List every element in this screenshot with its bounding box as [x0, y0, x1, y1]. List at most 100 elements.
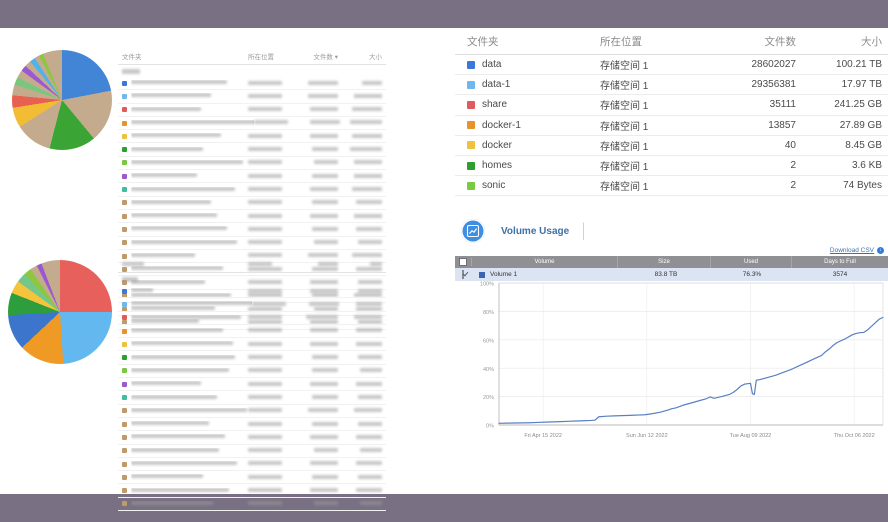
- cell-location: [248, 381, 294, 387]
- table-row[interactable]: [118, 431, 386, 445]
- cell-folder-name: [131, 447, 248, 454]
- column-header-file-count[interactable]: 文件数: [764, 35, 797, 48]
- column-header-location[interactable]: [248, 261, 294, 268]
- left-folder-table-bottom: [118, 256, 386, 512]
- table-row[interactable]: [118, 458, 386, 472]
- cell-size: [338, 288, 386, 294]
- cell-size: [338, 266, 386, 272]
- column-header-size[interactable]: 大小: [861, 35, 882, 48]
- select-all-checkbox[interactable]: [455, 258, 472, 266]
- cell-folder-name: [131, 461, 248, 467]
- volume-table-row[interactable]: Volume 1 83.8 TB 76.3% 3574: [455, 268, 888, 281]
- table-row[interactable]: [118, 298, 386, 312]
- download-icon[interactable]: ↓: [877, 246, 884, 254]
- table-row[interactable]: [118, 157, 386, 171]
- table-group-row: [118, 65, 386, 77]
- folder-color-swatch: [122, 355, 127, 361]
- svg-text:100%: 100%: [480, 282, 494, 288]
- table-row[interactable]: [118, 405, 386, 418]
- cell-file-count: [294, 488, 338, 494]
- cell-folder-name: [131, 328, 248, 334]
- table-row[interactable]: [118, 471, 386, 485]
- volume-color-swatch: [479, 271, 485, 278]
- column-header-name[interactable]: 文件夹: [122, 54, 142, 61]
- column-header-days-to-full[interactable]: Days to Full: [824, 259, 856, 265]
- column-header-file-count[interactable]: 文件数 ▾: [313, 54, 338, 61]
- table-row[interactable]: [118, 90, 386, 104]
- table-row[interactable]: [118, 183, 386, 197]
- volume-usage-chart-icon: [461, 219, 485, 243]
- table-row[interactable]: [118, 170, 386, 184]
- cell-size: [338, 107, 386, 113]
- table-row[interactable]: [118, 391, 386, 405]
- cell-file-count: 13857: [768, 119, 796, 131]
- table-row[interactable]: docker 存储空间 1 40 8.45 GB: [455, 136, 888, 156]
- table-row[interactable]: share 存储空间 1 35111 241.25 GB: [455, 95, 888, 116]
- cell-folder-name: [131, 120, 254, 126]
- folder-color-swatch: [122, 160, 127, 166]
- table-row[interactable]: homes 存储空间 1 2 3.6 KB: [455, 156, 888, 177]
- table-row[interactable]: data 存储空间 1 28602027 100.21 TB: [455, 55, 888, 76]
- column-header-size[interactable]: 大小: [369, 54, 382, 61]
- cell-file-count: 29356381: [751, 79, 797, 91]
- column-header-name[interactable]: [118, 261, 248, 268]
- table-row[interactable]: [118, 197, 386, 210]
- column-header-location[interactable]: 所在位置: [600, 35, 642, 48]
- column-header-file-count[interactable]: [294, 261, 338, 268]
- volume-usage-table: Volume Size Used Days to Full Volume 1 83…: [455, 256, 888, 281]
- table-row[interactable]: [118, 445, 386, 458]
- folder-table-body: data 存储空间 1 28602027 100.21 TB data-1 存储空间 1 2…: [455, 55, 888, 197]
- table-row[interactable]: [118, 498, 386, 512]
- table-row[interactable]: [118, 365, 386, 379]
- table-row[interactable]: [118, 130, 386, 144]
- table-row[interactable]: [118, 210, 386, 224]
- folder-color-swatch: [467, 161, 475, 170]
- download-csv-link[interactable]: Download CSV: [829, 246, 874, 254]
- table-row[interactable]: [118, 77, 386, 91]
- cell-file-count: [294, 293, 338, 299]
- cell-size: 74 Bytes: [843, 180, 882, 192]
- table-row[interactable]: sonic 存储空间 1 2 74 Bytes: [455, 176, 888, 197]
- folder-color-swatch: [122, 266, 127, 272]
- cell-file-count: [294, 213, 338, 219]
- table-row[interactable]: [118, 338, 386, 352]
- folder-color-swatch: [467, 100, 475, 109]
- cell-folder-name: sonic: [482, 180, 506, 192]
- folder-color-swatch: [467, 141, 475, 150]
- cell-folder-name: [131, 341, 248, 347]
- table-row[interactable]: [118, 418, 386, 432]
- cell-folder-name: [131, 213, 248, 219]
- table-row[interactable]: [118, 378, 386, 392]
- column-header-location[interactable]: 所在位置: [248, 54, 274, 61]
- cell-location: [248, 501, 294, 507]
- table-row[interactable]: [118, 325, 386, 339]
- cell-location: [248, 421, 294, 427]
- table-row[interactable]: [118, 223, 386, 237]
- folder-color-swatch: [122, 280, 127, 286]
- table-row[interactable]: [118, 104, 386, 117]
- table-row[interactable]: [118, 143, 386, 157]
- table-row[interactable]: [118, 263, 386, 277]
- table-row[interactable]: [118, 237, 386, 250]
- column-header-used[interactable]: Used: [711, 256, 792, 268]
- folder-size-pie-chart-top: [12, 50, 112, 150]
- cell-location: [251, 301, 297, 307]
- cell-location: [248, 240, 294, 246]
- table-row[interactable]: [118, 484, 386, 498]
- row-checkbox[interactable]: [455, 268, 471, 281]
- cell-size: [338, 448, 386, 454]
- column-header-volume[interactable]: Volume: [472, 256, 618, 268]
- table-row[interactable]: [118, 312, 386, 325]
- folder-color-swatch: [122, 341, 127, 347]
- volume-usage-title[interactable]: Volume Usage: [491, 222, 585, 240]
- table-row[interactable]: data-1 存储空间 1 29356381 17.97 TB: [455, 75, 888, 96]
- table-row[interactable]: [118, 351, 386, 365]
- folder-color-swatch: [122, 381, 127, 387]
- cell-location: [248, 434, 294, 440]
- table-row[interactable]: [118, 117, 386, 131]
- column-header-name[interactable]: 文件夹: [467, 35, 499, 48]
- table-row[interactable]: [118, 285, 386, 299]
- column-header-size[interactable]: [338, 261, 386, 268]
- column-header-size[interactable]: Size: [618, 256, 711, 268]
- table-row[interactable]: docker-1 存储空间 1 13857 27.89 GB: [455, 116, 888, 136]
